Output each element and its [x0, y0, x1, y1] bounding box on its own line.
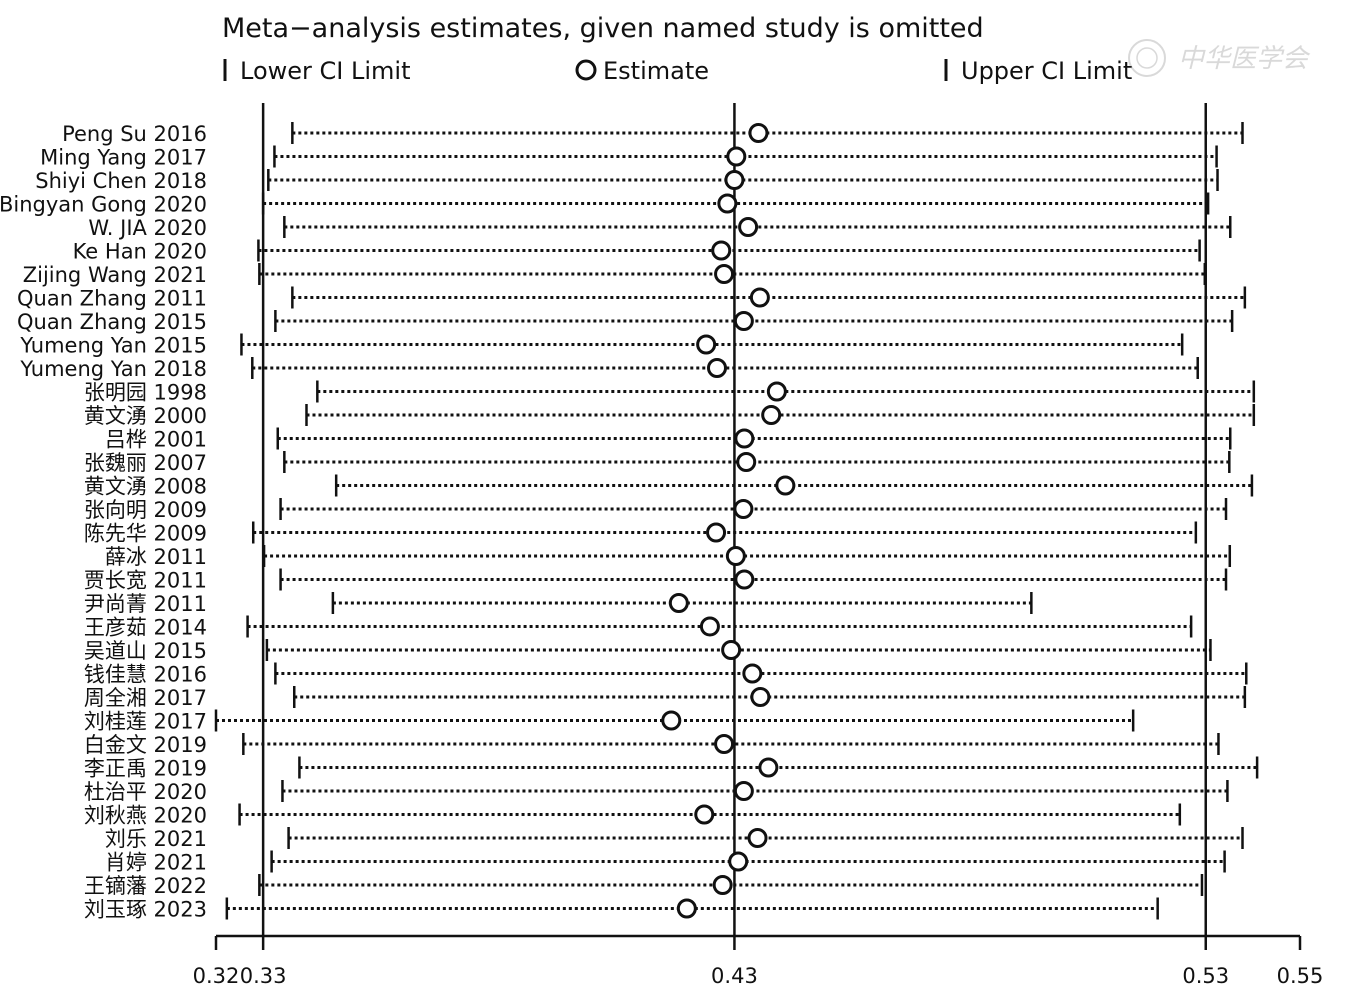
- estimate-point: [699, 616, 720, 637]
- study-label: 刘桂莲 2017: [84, 710, 207, 734]
- estimate-point: [717, 193, 738, 214]
- estimate-point: [736, 452, 757, 472]
- study-label: 黄文湧 2000: [84, 404, 207, 428]
- study-label: 白金文 2019: [84, 733, 207, 757]
- study-label: Quan Zhang 2015: [17, 310, 207, 334]
- study-label: Ming Yang 2017: [40, 146, 207, 170]
- estimate-point: [661, 710, 682, 731]
- study-label: 李正禹 2019: [84, 757, 207, 781]
- watermark: 中华医学会: [1128, 39, 1311, 77]
- study-label: Shiyi Chen 2018: [35, 169, 207, 193]
- watermark-text: 中华医学会: [1178, 44, 1311, 74]
- estimate-point: [747, 828, 768, 848]
- estimate-point: [738, 217, 759, 237]
- society-seal-icon: [1128, 39, 1166, 77]
- legend-estimate-marker: [575, 59, 597, 81]
- study-label: 王镝藩 2022: [84, 874, 207, 898]
- estimate-point: [668, 593, 689, 613]
- estimate-point: [725, 546, 746, 566]
- study-label: 杜治平 2020: [84, 780, 207, 804]
- estimate-point: [676, 898, 697, 919]
- estimate-point: [734, 569, 755, 590]
- estimate-point: [733, 499, 754, 519]
- study-label: 尹尚菁 2011: [84, 592, 207, 616]
- study-label: Yumeng Yan 2018: [19, 357, 207, 381]
- study-label: 周全湘 2017: [84, 686, 207, 710]
- chart-title: Meta−analysis estimates, given named stu…: [222, 13, 984, 44]
- study-label: 贾长宽 2011: [84, 569, 207, 593]
- estimate-point: [726, 146, 747, 167]
- society-seal-inner-icon: [1136, 47, 1158, 69]
- estimate-point: [733, 781, 754, 801]
- study-label: 钱佳慧 2016: [84, 663, 207, 687]
- estimate-point: [742, 663, 763, 684]
- study-label: 张向明 2009: [84, 498, 207, 522]
- estimate-point: [748, 123, 769, 143]
- x-tick-label: 0.55: [1277, 964, 1324, 988]
- x-tick-label: 0.43: [711, 964, 758, 988]
- study-label: Zijing Wang 2021: [23, 263, 207, 287]
- study-label: 吕桦 2001: [105, 428, 207, 452]
- estimate-point: [733, 311, 754, 331]
- estimate-point: [749, 287, 770, 308]
- x-tick-label: 0.32: [193, 964, 240, 988]
- estimate-point: [761, 405, 782, 425]
- legend-estimate-label: Estimate: [603, 57, 709, 85]
- study-label: 张明园 1998: [84, 381, 207, 405]
- study-label: 肖婷 2021: [105, 851, 207, 875]
- study-label: 刘乐 2021: [105, 827, 207, 851]
- estimate-point: [706, 358, 727, 378]
- estimate-point: [714, 264, 735, 284]
- estimate-point: [750, 687, 771, 707]
- estimate-point: [766, 381, 787, 402]
- estimate-point: [696, 334, 717, 355]
- legend: Lower CI Limit Estimate Upper CI Limit: [223, 57, 1132, 85]
- study-label: W. JIA 2020: [88, 216, 207, 240]
- legend-lower-label: Lower CI Limit: [240, 57, 410, 85]
- estimate-point: [728, 851, 749, 872]
- estimate-point: [694, 804, 715, 825]
- study-label: Bingyan Gong 2020: [0, 193, 207, 217]
- legend-upper-label: Upper CI Limit: [961, 57, 1132, 85]
- study-label: 张魏丽 2007: [84, 451, 207, 475]
- study-label: Peng Su 2016: [62, 122, 207, 146]
- estimate-point: [758, 757, 779, 778]
- estimate-point: [775, 475, 796, 496]
- study-label: 陈先华 2009: [84, 522, 207, 546]
- estimate-point: [721, 640, 742, 660]
- study-label: 黄文湧 2008: [84, 475, 207, 499]
- study-label: 刘玉琢 2023: [84, 898, 207, 922]
- x-tick-label: 0.53: [1182, 964, 1229, 988]
- study-label: Ke Han 2020: [73, 240, 207, 264]
- study-label: 刘秋燕 2020: [84, 804, 207, 828]
- estimate-point: [714, 734, 735, 754]
- estimate-point: [724, 170, 745, 190]
- study-label: Quan Zhang 2011: [17, 287, 207, 311]
- estimate-point: [712, 875, 733, 895]
- estimate-point: [706, 522, 727, 543]
- study-label: 吴道山 2015: [84, 639, 207, 663]
- study-label: Yumeng Yan 2015: [19, 334, 207, 358]
- estimate-point: [711, 240, 732, 261]
- estimate-point: [734, 428, 755, 449]
- study-label: 王彦茹 2014: [84, 616, 207, 640]
- x-tick-label: 0.33: [240, 964, 287, 988]
- study-label: 薛冰 2011: [105, 545, 207, 569]
